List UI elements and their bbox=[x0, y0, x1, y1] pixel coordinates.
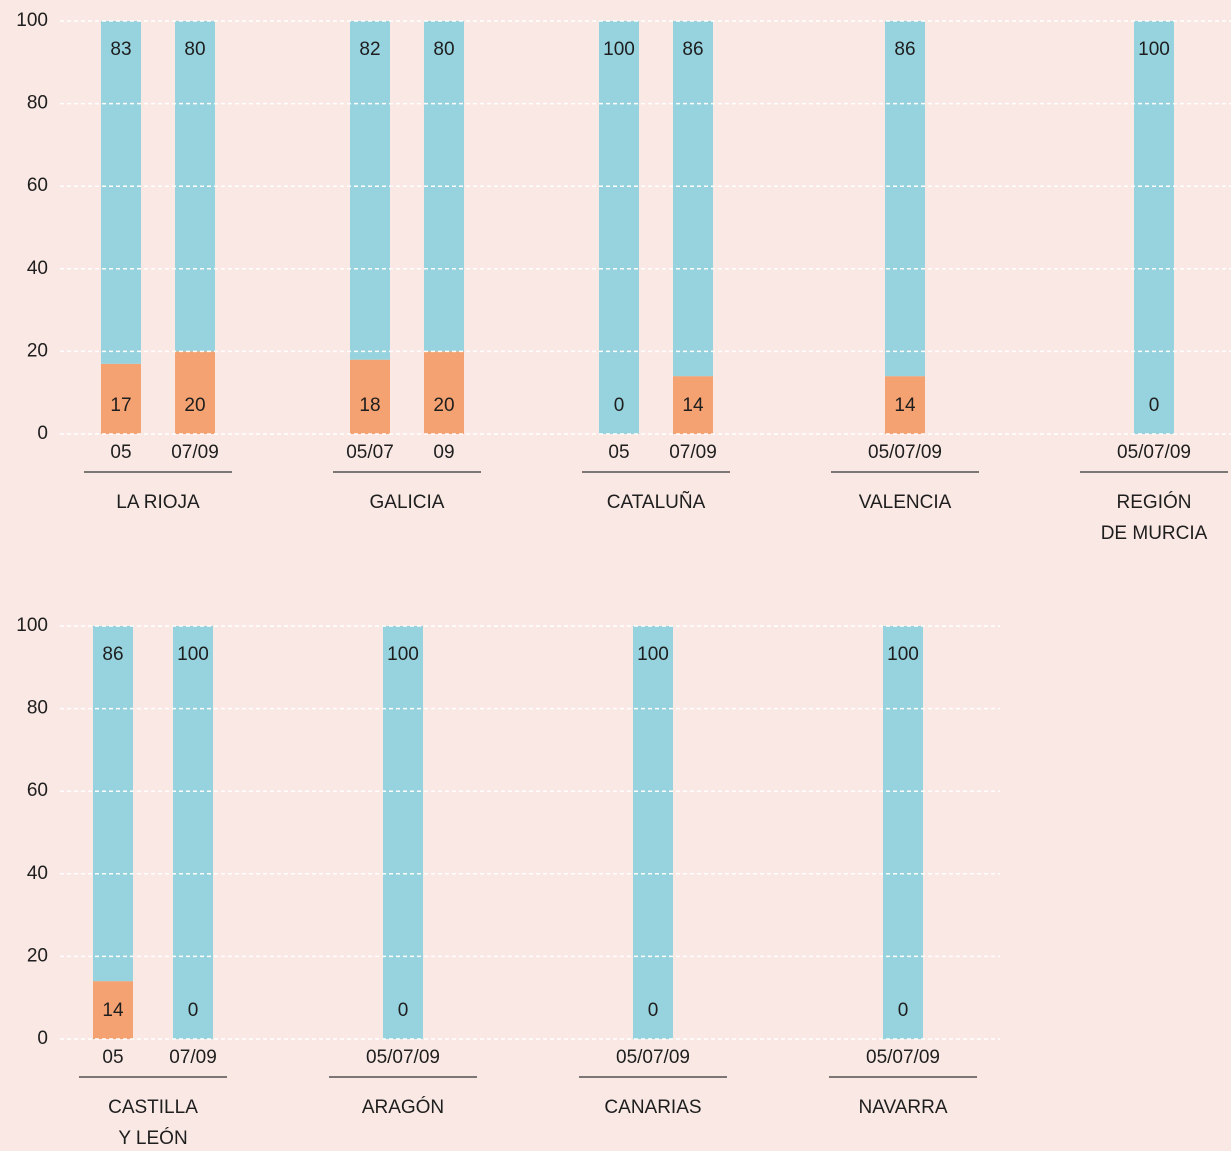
y-tick-label: 60 bbox=[27, 175, 48, 196]
bar-segment bbox=[673, 21, 713, 377]
value-label: 82 bbox=[359, 39, 380, 60]
value-label: 80 bbox=[433, 39, 454, 60]
bar-segment bbox=[885, 21, 925, 377]
group-label: DE MURCIA bbox=[1101, 523, 1208, 544]
value-label: 100 bbox=[887, 644, 919, 665]
y-tick-label: 40 bbox=[27, 258, 48, 279]
value-label: 14 bbox=[682, 395, 704, 416]
value-label: 18 bbox=[359, 395, 380, 416]
bar-segment bbox=[673, 376, 713, 434]
bar-segment bbox=[350, 21, 390, 360]
bar-segment bbox=[350, 359, 390, 434]
y-tick-label: 0 bbox=[37, 1028, 48, 1049]
group-label: REGIÓN bbox=[1117, 491, 1192, 513]
value-label: 100 bbox=[1138, 39, 1170, 60]
bar-segment bbox=[633, 626, 673, 1039]
x-tick-label: 09 bbox=[433, 442, 454, 463]
y-tick-label: 0 bbox=[37, 423, 48, 444]
bar-segment bbox=[599, 21, 639, 434]
bar-segment bbox=[173, 626, 213, 1039]
y-tick-label: 20 bbox=[27, 945, 48, 966]
value-label: 86 bbox=[894, 39, 915, 60]
group-label: VALENCIA bbox=[859, 492, 952, 513]
value-label: 14 bbox=[894, 395, 916, 416]
group-label: CATALUÑA bbox=[607, 491, 706, 513]
x-tick-label: 05/07/09 bbox=[866, 1047, 940, 1068]
group-label: LA RIOJA bbox=[116, 492, 200, 513]
y-tick-label: 100 bbox=[16, 615, 48, 636]
bar-segment bbox=[885, 376, 925, 434]
x-tick-label: 05/07/09 bbox=[868, 442, 942, 463]
value-label: 14 bbox=[102, 1000, 124, 1021]
value-label: 0 bbox=[1149, 395, 1160, 416]
x-tick-label: 05/07 bbox=[346, 442, 394, 463]
bar-segment bbox=[1134, 21, 1174, 434]
y-tick-label: 60 bbox=[27, 780, 48, 801]
x-tick-label: 05 bbox=[102, 1047, 123, 1068]
bar-segment bbox=[175, 351, 215, 434]
x-tick-label: 05/07/09 bbox=[1117, 442, 1191, 463]
value-label: 100 bbox=[387, 644, 419, 665]
bar-segment bbox=[883, 626, 923, 1039]
group-label: NAVARRA bbox=[858, 1097, 947, 1118]
bar-segment bbox=[101, 21, 141, 364]
value-label: 100 bbox=[177, 644, 209, 665]
bar-segment bbox=[101, 363, 141, 434]
value-label: 0 bbox=[898, 1000, 909, 1021]
bar-segment bbox=[383, 626, 423, 1039]
group-label: ARAGÓN bbox=[362, 1096, 444, 1118]
group-label: CASTILLA bbox=[108, 1097, 198, 1118]
y-tick-label: 20 bbox=[27, 340, 48, 361]
x-tick-label: 07/09 bbox=[669, 442, 717, 463]
y-tick-label: 40 bbox=[27, 863, 48, 884]
value-label: 17 bbox=[110, 395, 131, 416]
group-label: Y LEÓN bbox=[118, 1127, 187, 1149]
x-tick-label: 07/09 bbox=[169, 1047, 217, 1068]
group-label: CANARIAS bbox=[604, 1097, 701, 1118]
x-tick-label: 05 bbox=[608, 442, 629, 463]
value-label: 86 bbox=[102, 644, 123, 665]
value-label: 20 bbox=[184, 395, 205, 416]
value-label: 0 bbox=[614, 395, 625, 416]
bar-segment bbox=[424, 21, 464, 352]
value-label: 0 bbox=[188, 1000, 199, 1021]
y-tick-label: 80 bbox=[27, 698, 48, 719]
value-label: 0 bbox=[398, 1000, 409, 1021]
x-tick-label: 07/09 bbox=[171, 442, 219, 463]
bar-segment bbox=[93, 626, 133, 982]
value-label: 0 bbox=[648, 1000, 659, 1021]
value-label: 100 bbox=[603, 39, 635, 60]
x-tick-label: 05/07/09 bbox=[366, 1047, 440, 1068]
group-label: GALICIA bbox=[370, 492, 445, 513]
value-label: 80 bbox=[184, 39, 205, 60]
value-label: 100 bbox=[637, 644, 669, 665]
bar-segment bbox=[93, 981, 133, 1039]
y-tick-label: 80 bbox=[27, 93, 48, 114]
y-tick-label: 100 bbox=[16, 10, 48, 31]
x-tick-label: 05 bbox=[110, 442, 131, 463]
bar-segment bbox=[424, 351, 464, 434]
value-label: 86 bbox=[682, 39, 703, 60]
value-label: 83 bbox=[110, 39, 131, 60]
value-label: 20 bbox=[433, 395, 454, 416]
x-tick-label: 05/07/09 bbox=[616, 1047, 690, 1068]
